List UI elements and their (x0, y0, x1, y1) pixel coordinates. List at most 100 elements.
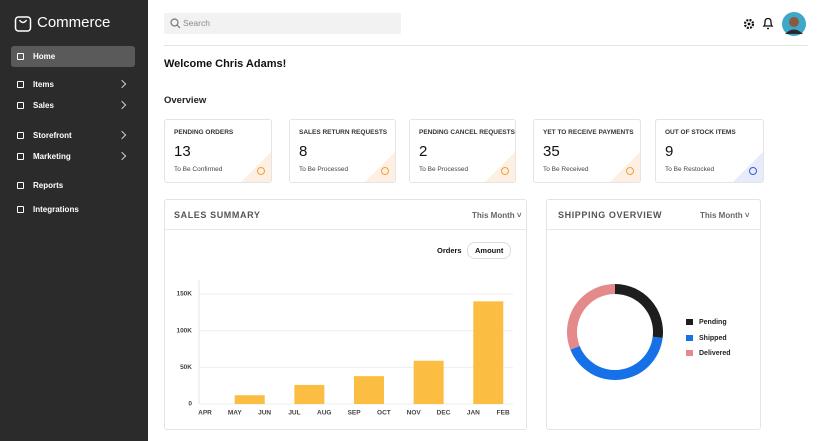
card-value: 2 (419, 143, 428, 160)
panel-title: SHIPPING OVERVIEW (558, 210, 663, 220)
card-icon (749, 167, 757, 175)
y-tick-label: 50K (180, 364, 192, 371)
card-value: 35 (543, 143, 560, 160)
brand-logo (14, 16, 32, 32)
legend-swatch (686, 335, 693, 341)
shipping-overview-panel: SHIPPING OVERVIEW This Month ˅ Pending Sh… (546, 199, 761, 430)
card-note: To Be Received (543, 166, 589, 173)
search-icon (170, 18, 181, 29)
x-tick-label: MAY (228, 410, 243, 417)
card-note: To Be Confirmed (174, 166, 223, 173)
legend-label: Delivered (699, 350, 731, 357)
overview-card[interactable]: YET TO RECEIVE PAYMENTS 35 To Be Received (533, 119, 641, 183)
legend-swatch (686, 350, 693, 356)
overview-card[interactable]: PENDING ORDERS 13 To Be Confirmed (164, 119, 272, 183)
x-tick-label: OCT (377, 410, 391, 417)
x-tick-label: FEB (497, 410, 510, 417)
card-label: SALES RETURN REQUESTS (299, 129, 388, 136)
nav-item[interactable]: Marketing (11, 146, 135, 167)
bar (413, 360, 444, 404)
card-label: PENDING ORDERS (174, 129, 234, 136)
x-tick-label: JUN (258, 410, 271, 417)
nav-chevron (117, 151, 127, 161)
overview-card[interactable]: OUT OF STOCK ITEMS 9 To Be Restocked (655, 119, 764, 183)
nav-item[interactable]: Items (11, 74, 135, 95)
card-shade (241, 152, 271, 182)
legend-label: Shipped (699, 335, 727, 342)
bar (473, 301, 504, 404)
nav-icon (17, 206, 24, 213)
nav-icon (17, 153, 24, 160)
x-tick-label: AUG (317, 410, 331, 417)
card-icon (257, 167, 265, 175)
card-shade (733, 152, 763, 182)
card-shade (485, 152, 515, 182)
card-shade (365, 152, 395, 182)
bar (234, 395, 265, 404)
card-label: PENDING CANCEL REQUESTS (419, 129, 515, 136)
period-text: This Month (700, 211, 743, 220)
nav-chevron (117, 79, 127, 89)
card-value: 9 (665, 143, 674, 160)
card-note: To Be Processed (419, 166, 469, 173)
legend-swatch (686, 319, 693, 325)
period-selector[interactable]: This Month ˅ (472, 211, 522, 220)
sidebar: Commerce Home Items Sales Storefront Marketi… (0, 0, 148, 441)
nav-icon (17, 81, 24, 88)
nav-icon (17, 53, 24, 60)
search-placeholder: Search (183, 18, 210, 28)
nav-label: Home (33, 52, 56, 61)
user-avatar[interactable] (782, 12, 806, 36)
toggle-amount[interactable]: Amount (467, 242, 512, 259)
nav-label: Marketing (33, 152, 71, 161)
donut-segment (570, 336, 663, 380)
card-value: 8 (299, 143, 308, 160)
card-note: To Be Processed (299, 166, 349, 173)
x-tick-label: DEC (437, 410, 451, 417)
donut-segment (567, 284, 615, 350)
brand-name: Commerce (37, 14, 111, 31)
nav-chevron (117, 100, 127, 110)
card-label: YET TO RECEIVE PAYMENTS (543, 129, 634, 136)
nav-icon (17, 102, 24, 109)
card-icon (501, 167, 509, 175)
overview-card[interactable]: PENDING CANCEL REQUESTS 2 To Be Processed (409, 119, 516, 183)
search-box[interactable]: Search (164, 13, 401, 34)
y-tick-label: 100K (176, 327, 192, 334)
period-text: This Month (472, 211, 515, 220)
x-tick-label: JUL (288, 410, 300, 417)
x-tick-label: SEP (348, 410, 362, 417)
card-note: To Be Restocked (665, 166, 715, 173)
toggle-orders[interactable]: Orders (437, 246, 462, 255)
y-tick-label: 150K (176, 291, 192, 298)
nav-chevron (117, 130, 127, 140)
nav-item[interactable]: Integrations (11, 199, 135, 220)
card-label: OUT OF STOCK ITEMS (665, 129, 736, 136)
panel-divider (165, 229, 526, 230)
card-icon (381, 167, 389, 175)
nav-item[interactable]: Reports (11, 175, 135, 196)
x-tick-label: NOV (407, 410, 422, 417)
y-tick-label: 0 (188, 401, 192, 408)
card-shade (610, 152, 640, 182)
period-selector[interactable]: This Month ˅ (700, 211, 750, 220)
notification-icon[interactable] (762, 17, 774, 30)
nav-item[interactable]: Home (11, 46, 135, 67)
sales-summary-panel: SALES SUMMARY This Month ˅ Orders Amount… (164, 199, 527, 430)
bar (294, 384, 325, 404)
legend-label: Pending (699, 319, 727, 326)
overview-card[interactable]: SALES RETURN REQUESTS 8 To Be Processed (289, 119, 396, 183)
nav-label: Sales (33, 101, 54, 110)
nav-item[interactable]: Storefront (11, 125, 135, 146)
x-tick-label: JAN (467, 410, 480, 417)
welcome-text: Welcome Chris Adams! (164, 58, 287, 70)
sales-chart: 0 50K 100K 150K APR MAY JUN JUL AUG SEP OCT NOV DEC J… (176, 280, 513, 417)
nav-label: Storefront (33, 131, 72, 140)
settings-icon[interactable] (743, 18, 755, 30)
nav-label: Integrations (33, 205, 79, 214)
nav-label: Reports (33, 181, 64, 190)
nav-item[interactable]: Sales (11, 95, 135, 116)
nav-label: Items (33, 80, 54, 89)
nav-icon (17, 132, 24, 139)
